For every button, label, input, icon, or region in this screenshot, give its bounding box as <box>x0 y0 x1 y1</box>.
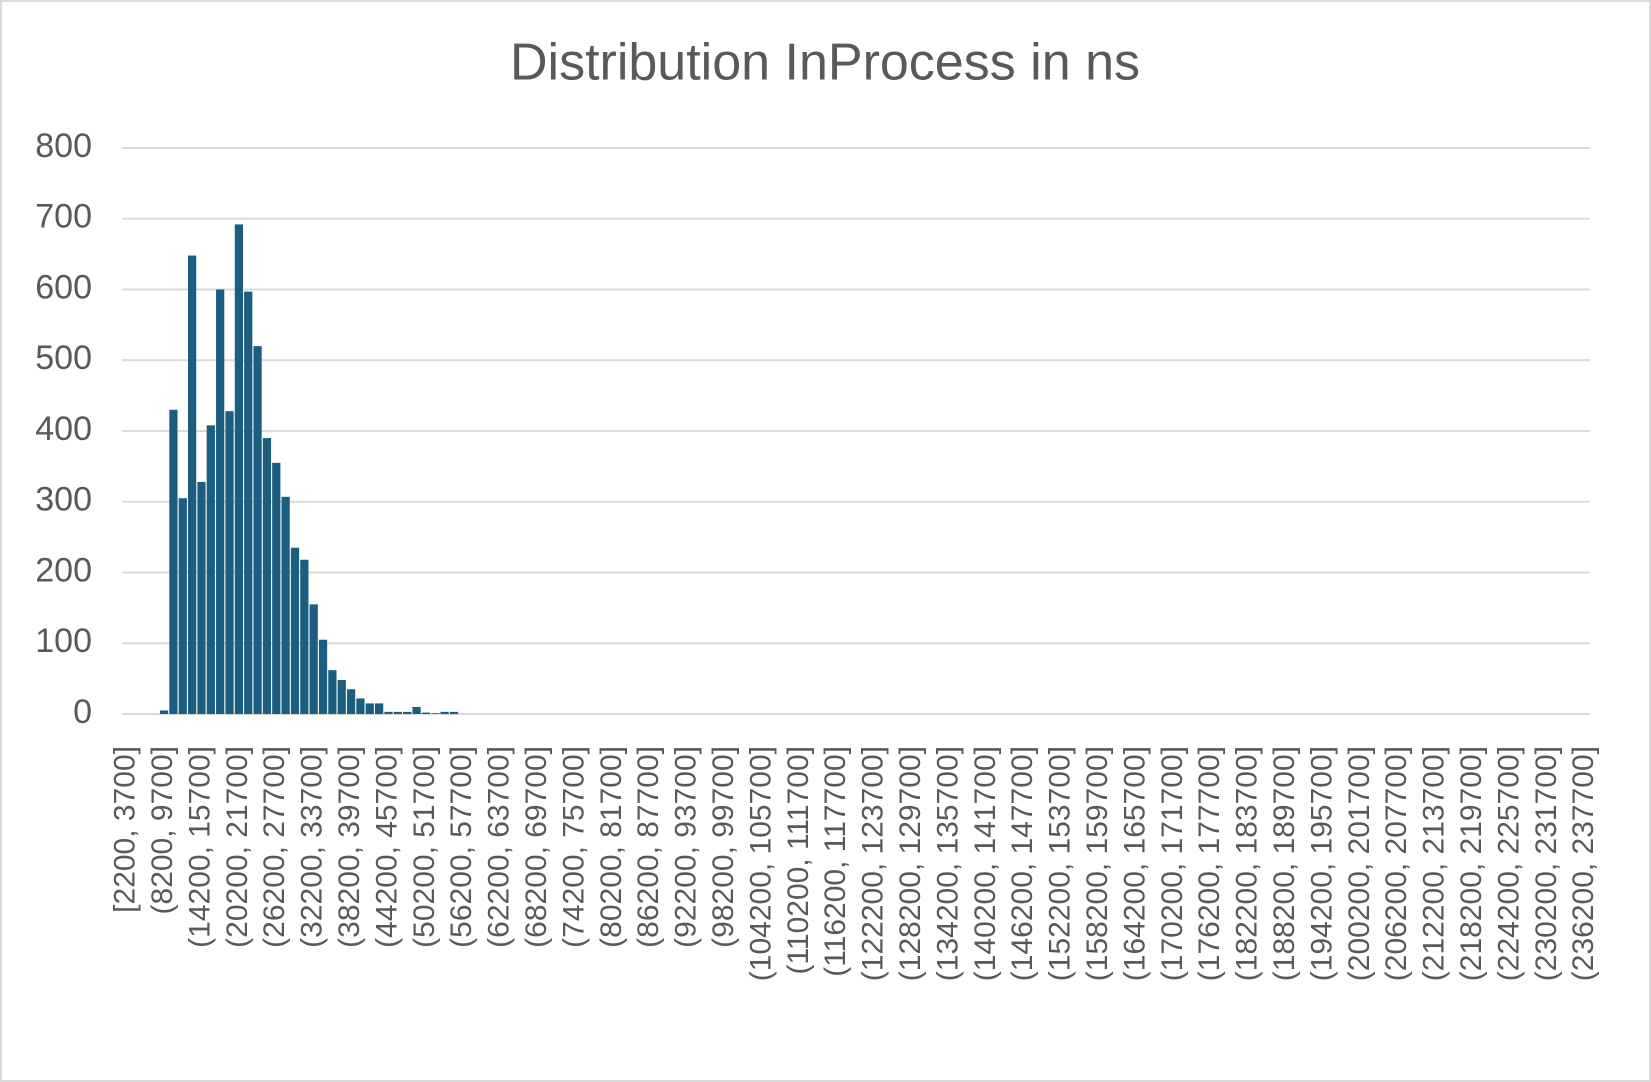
x-tick-label: (224200, 225700] <box>1492 746 1525 981</box>
x-tick-label: (182200, 183700] <box>1231 746 1264 981</box>
bar <box>188 255 197 715</box>
bar <box>253 346 262 714</box>
x-tick-label: (44200, 45700] <box>370 746 403 948</box>
bar <box>300 559 309 714</box>
bar <box>290 547 300 714</box>
x-tick-label: (80200, 81700] <box>595 746 628 948</box>
x-tick-label: (104200, 105700] <box>744 746 777 981</box>
x-tick-label: (50200, 51700] <box>408 746 441 948</box>
x-tick-label: (20200, 21700] <box>221 746 254 948</box>
bar <box>272 462 281 714</box>
x-tick-label: (188200, 189700] <box>1268 746 1301 981</box>
bar <box>318 639 328 714</box>
bar <box>346 689 356 714</box>
x-tick-label: (32200, 33700] <box>296 746 329 948</box>
x-tick-label: (134200, 135700] <box>931 746 964 981</box>
x-tick-label: (218200, 219700] <box>1455 746 1488 981</box>
bar <box>365 703 374 714</box>
x-tick-label: (200200, 201700] <box>1343 746 1376 981</box>
bar <box>356 698 365 714</box>
x-tick-label: (164200, 165700] <box>1118 746 1151 981</box>
bar <box>384 711 393 714</box>
bar <box>159 710 169 714</box>
x-tick-label: (14200, 15700] <box>183 746 216 948</box>
bar <box>393 711 402 714</box>
bar <box>412 706 421 714</box>
bar <box>234 224 243 714</box>
x-tick-label: (86200, 87700] <box>632 746 665 948</box>
x-tick-label: (98200, 99700] <box>707 746 740 948</box>
x-tick-label: (230200, 231700] <box>1530 746 1563 981</box>
x-tick-label: (62200, 63700] <box>483 746 516 948</box>
x-tick-label: (116200, 117700] <box>819 746 852 977</box>
x-tick-label: (212200, 213700] <box>1418 746 1451 981</box>
x-tick-label: (74200, 75700] <box>557 746 590 948</box>
y-tick-label: 100 <box>35 622 92 660</box>
x-tick-label: (140200, 141700] <box>969 746 1002 981</box>
x-tick-label: (92200, 93700] <box>670 746 703 948</box>
bar <box>337 680 346 714</box>
y-tick-label: 200 <box>35 551 92 589</box>
x-tick-label: (68200, 69700] <box>520 746 553 948</box>
bar <box>328 670 337 714</box>
y-tick-label: 700 <box>35 198 92 236</box>
x-tick-label: (176200, 177700] <box>1193 746 1226 981</box>
x-tick-label: (170200, 171700] <box>1156 746 1189 981</box>
bar <box>262 438 272 714</box>
x-tick-label: (38200, 39700] <box>333 746 366 948</box>
x-tick-label: (146200, 147700] <box>1006 746 1039 981</box>
bar <box>178 498 187 714</box>
y-tick-label: 400 <box>35 410 92 448</box>
bar <box>309 604 318 714</box>
x-tick-label: (122200, 123700] <box>857 746 890 981</box>
x-tick-label: (56200, 57700] <box>445 746 478 948</box>
x-tick-label: (26200, 27700] <box>258 746 291 948</box>
x-tick-label: (8200, 9700] <box>146 746 179 914</box>
bar <box>403 711 412 714</box>
bar <box>216 289 225 714</box>
chart-title: Distribution InProcess in ns <box>510 34 1140 92</box>
bar <box>375 703 384 714</box>
bar <box>244 291 253 714</box>
bar <box>421 712 430 714</box>
bar <box>431 713 440 714</box>
bar <box>440 711 449 714</box>
x-tick-label: (152200, 153700] <box>1044 746 1077 981</box>
bar <box>449 711 459 714</box>
y-tick-label: 0 <box>73 693 92 731</box>
bar <box>197 481 206 714</box>
x-tick-label: (110200, 111700] <box>782 746 815 975</box>
y-tick-label: 500 <box>35 339 92 377</box>
x-tick-label: (236200, 237700] <box>1567 746 1600 981</box>
x-tick-label: (128200, 129700] <box>894 746 927 981</box>
bar <box>169 409 178 714</box>
x-tick-label: (206200, 207700] <box>1380 746 1413 981</box>
bar <box>281 496 290 714</box>
x-tick-label: (158200, 159700] <box>1081 746 1114 981</box>
bar <box>206 425 215 714</box>
x-tick-label: [2200, 3700] <box>109 746 142 913</box>
y-tick-label: 600 <box>35 268 92 306</box>
bar <box>225 411 234 714</box>
y-tick-label: 800 <box>35 127 92 165</box>
x-tick-label: (194200, 195700] <box>1305 746 1338 981</box>
y-tick-label: 300 <box>35 481 92 519</box>
